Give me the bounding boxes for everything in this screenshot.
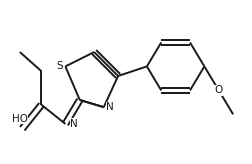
Text: HO: HO bbox=[12, 114, 28, 124]
Text: O: O bbox=[214, 85, 222, 95]
Text: N: N bbox=[106, 102, 113, 112]
Text: N: N bbox=[70, 119, 78, 129]
Text: S: S bbox=[56, 62, 63, 72]
